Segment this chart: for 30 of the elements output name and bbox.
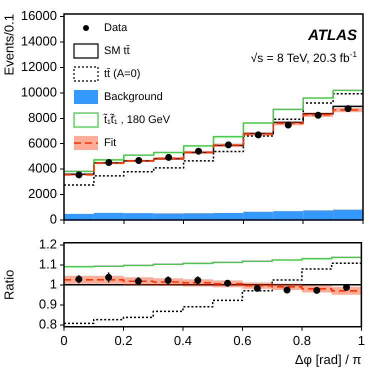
legend-label: Background: [104, 91, 163, 104]
y-tick-label: 12000: [20, 58, 57, 74]
y-tick-label: 0.8: [38, 316, 57, 332]
legend-label: tt̄ (A=0): [104, 68, 140, 80]
x-tick-label: 1: [358, 333, 365, 348]
y-tick-label: 14000: [20, 34, 57, 49]
y-tick-label: 0: [50, 212, 57, 227]
legend-label: Fit: [104, 137, 116, 150]
y-axis-title: Ratio: [1, 270, 16, 300]
x-tick-label: 0.8: [292, 333, 311, 348]
y-tick-label: 1.2: [38, 236, 57, 252]
y-tick-label: 8000: [28, 110, 57, 125]
x-axis-title: Δφ [rad] / π: [294, 352, 362, 367]
x-tick-label: 0.2: [114, 333, 133, 348]
x-tick-label: 0: [60, 333, 68, 348]
y-tick-label: 1.1: [38, 256, 57, 272]
y-tick-label: 6000: [28, 135, 57, 150]
y-tick-label: 10000: [20, 84, 57, 100]
y-tick-label: 16000: [20, 8, 57, 24]
legend-label: t̃₁t̃̄₁ , 180 GeV: [102, 114, 171, 126]
y-tick-label: 4000: [28, 160, 57, 176]
y-tick-label: 0.9: [38, 296, 57, 312]
y-tick-label: 1: [50, 276, 57, 292]
legend-label: Data: [104, 22, 128, 34]
annotation: ATLAS: [307, 27, 357, 44]
legend-label: SM tt̄: [104, 44, 130, 58]
y-axis-title: Events/0.1: [1, 14, 16, 76]
x-tick-label: 0.4: [174, 333, 192, 348]
y-tick-label: 2000: [28, 186, 57, 202]
x-tick-label: 0.6: [233, 333, 252, 348]
